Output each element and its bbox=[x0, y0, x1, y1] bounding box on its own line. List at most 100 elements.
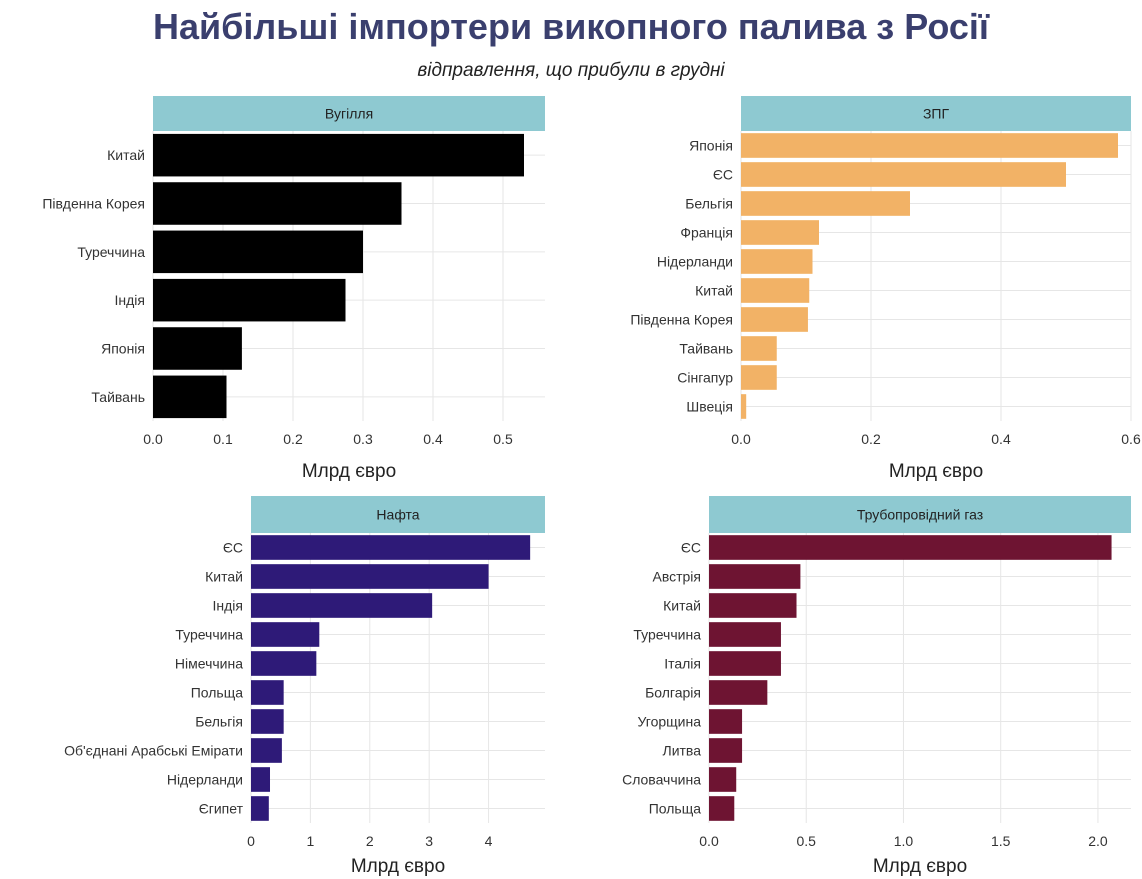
x-tick-label: 0.0 bbox=[143, 431, 163, 447]
panel-strip-title: Нафта bbox=[376, 507, 419, 523]
x-tick-label: 1.0 bbox=[894, 833, 914, 849]
bar bbox=[153, 182, 402, 225]
bar bbox=[709, 622, 781, 647]
x-tick-label: 0.6 bbox=[1121, 431, 1141, 447]
x-tick-label: 0.2 bbox=[861, 431, 881, 447]
category-label: Польща bbox=[649, 801, 702, 817]
bar bbox=[741, 249, 813, 274]
bar bbox=[251, 709, 284, 734]
bar bbox=[251, 564, 489, 589]
x-tick-label: 4 bbox=[485, 833, 493, 849]
bar bbox=[741, 278, 810, 303]
bar bbox=[709, 564, 801, 589]
category-label: Китай bbox=[205, 569, 243, 585]
bar bbox=[709, 709, 743, 734]
category-label: Сінгапур bbox=[677, 370, 733, 386]
bar bbox=[741, 162, 1066, 187]
bar bbox=[709, 680, 768, 705]
category-label: Бельгія bbox=[685, 196, 733, 212]
bar bbox=[741, 365, 777, 390]
category-label: Угорщина bbox=[638, 714, 702, 730]
bar bbox=[709, 593, 797, 618]
category-label: Індія bbox=[115, 292, 145, 308]
category-label: Китай bbox=[695, 283, 733, 299]
panel-strip-title: Трубопровідний газ bbox=[857, 507, 983, 523]
x-tick-label: 2.0 bbox=[1088, 833, 1108, 849]
page-subtitle: відправлення, що прибули в грудні bbox=[417, 60, 725, 81]
panel-strip bbox=[153, 96, 545, 131]
x-tick-label: 0.4 bbox=[423, 431, 443, 447]
bar bbox=[709, 796, 735, 821]
category-label: ЄС bbox=[681, 540, 701, 556]
bar bbox=[741, 220, 819, 245]
category-label: Китай bbox=[107, 147, 145, 163]
x-tick-label: 0.0 bbox=[699, 833, 719, 849]
category-label: Єгипет bbox=[199, 801, 244, 817]
panel-strip bbox=[709, 496, 1131, 533]
x-axis-title: Млрд євро bbox=[889, 461, 983, 482]
bar bbox=[251, 796, 269, 821]
x-axis-title: Млрд євро bbox=[873, 856, 967, 877]
panel-strip-title: Вугілля bbox=[325, 106, 373, 122]
category-label: Австрія bbox=[652, 569, 701, 585]
x-tick-label: 0.5 bbox=[797, 833, 817, 849]
category-label: Тайвань bbox=[91, 389, 145, 405]
category-label: Туреччина bbox=[633, 627, 701, 643]
x-tick-label: 0 bbox=[247, 833, 255, 849]
panel-strip-title: ЗПГ bbox=[923, 106, 950, 122]
category-label: Литва bbox=[663, 743, 702, 759]
bar bbox=[251, 622, 320, 647]
bar bbox=[709, 767, 737, 792]
category-label: Туреччина bbox=[77, 244, 145, 260]
x-tick-label: 0.1 bbox=[213, 431, 233, 447]
x-tick-label: 0.0 bbox=[731, 431, 751, 447]
category-label: Туреччина bbox=[175, 627, 243, 643]
category-label: Франція bbox=[680, 225, 733, 241]
bar bbox=[741, 336, 777, 361]
category-label: Об'єднані Арабські Емірати bbox=[64, 743, 243, 759]
category-label: Бельгія bbox=[195, 714, 243, 730]
x-tick-label: 0.3 bbox=[353, 431, 373, 447]
bar bbox=[153, 133, 524, 177]
category-label: Швеція bbox=[686, 399, 733, 415]
category-label: Нідерланди bbox=[167, 772, 243, 788]
panel-strip bbox=[741, 96, 1131, 131]
x-tick-label: 1 bbox=[306, 833, 314, 849]
x-tick-label: 0.5 bbox=[493, 431, 513, 447]
x-axis-title: Млрд євро bbox=[302, 461, 396, 482]
category-label: Болгарія bbox=[645, 685, 701, 701]
category-label: Японія bbox=[101, 341, 145, 357]
category-label: ЄС bbox=[713, 167, 733, 183]
bar bbox=[153, 375, 227, 419]
bar bbox=[251, 651, 317, 676]
page-title: Найбільші імпортери викопного палива з Р… bbox=[153, 6, 989, 47]
bar bbox=[153, 230, 363, 274]
category-label: Італія bbox=[664, 656, 701, 672]
bar bbox=[251, 535, 531, 560]
panel-strip bbox=[251, 496, 545, 533]
x-axis-title: Млрд євро bbox=[351, 856, 445, 877]
category-label: Японія bbox=[689, 138, 733, 154]
bar bbox=[153, 327, 242, 370]
bar bbox=[741, 394, 747, 419]
bar bbox=[153, 278, 346, 322]
bar bbox=[251, 593, 433, 618]
category-label: Польща bbox=[191, 685, 244, 701]
bar bbox=[251, 680, 284, 705]
category-label: Нідерланди bbox=[657, 254, 733, 270]
category-label: Південна Корея bbox=[42, 196, 145, 212]
bar bbox=[709, 535, 1112, 560]
category-label: Китай bbox=[663, 598, 701, 614]
bar bbox=[709, 738, 743, 763]
category-label: Південна Корея bbox=[630, 312, 733, 328]
bar bbox=[709, 651, 781, 676]
category-label: Тайвань bbox=[679, 341, 733, 357]
x-tick-label: 0.2 bbox=[283, 431, 303, 447]
bar bbox=[251, 767, 271, 792]
bar bbox=[741, 133, 1118, 158]
category-label: Індія bbox=[213, 598, 243, 614]
x-tick-label: 2 bbox=[366, 833, 374, 849]
